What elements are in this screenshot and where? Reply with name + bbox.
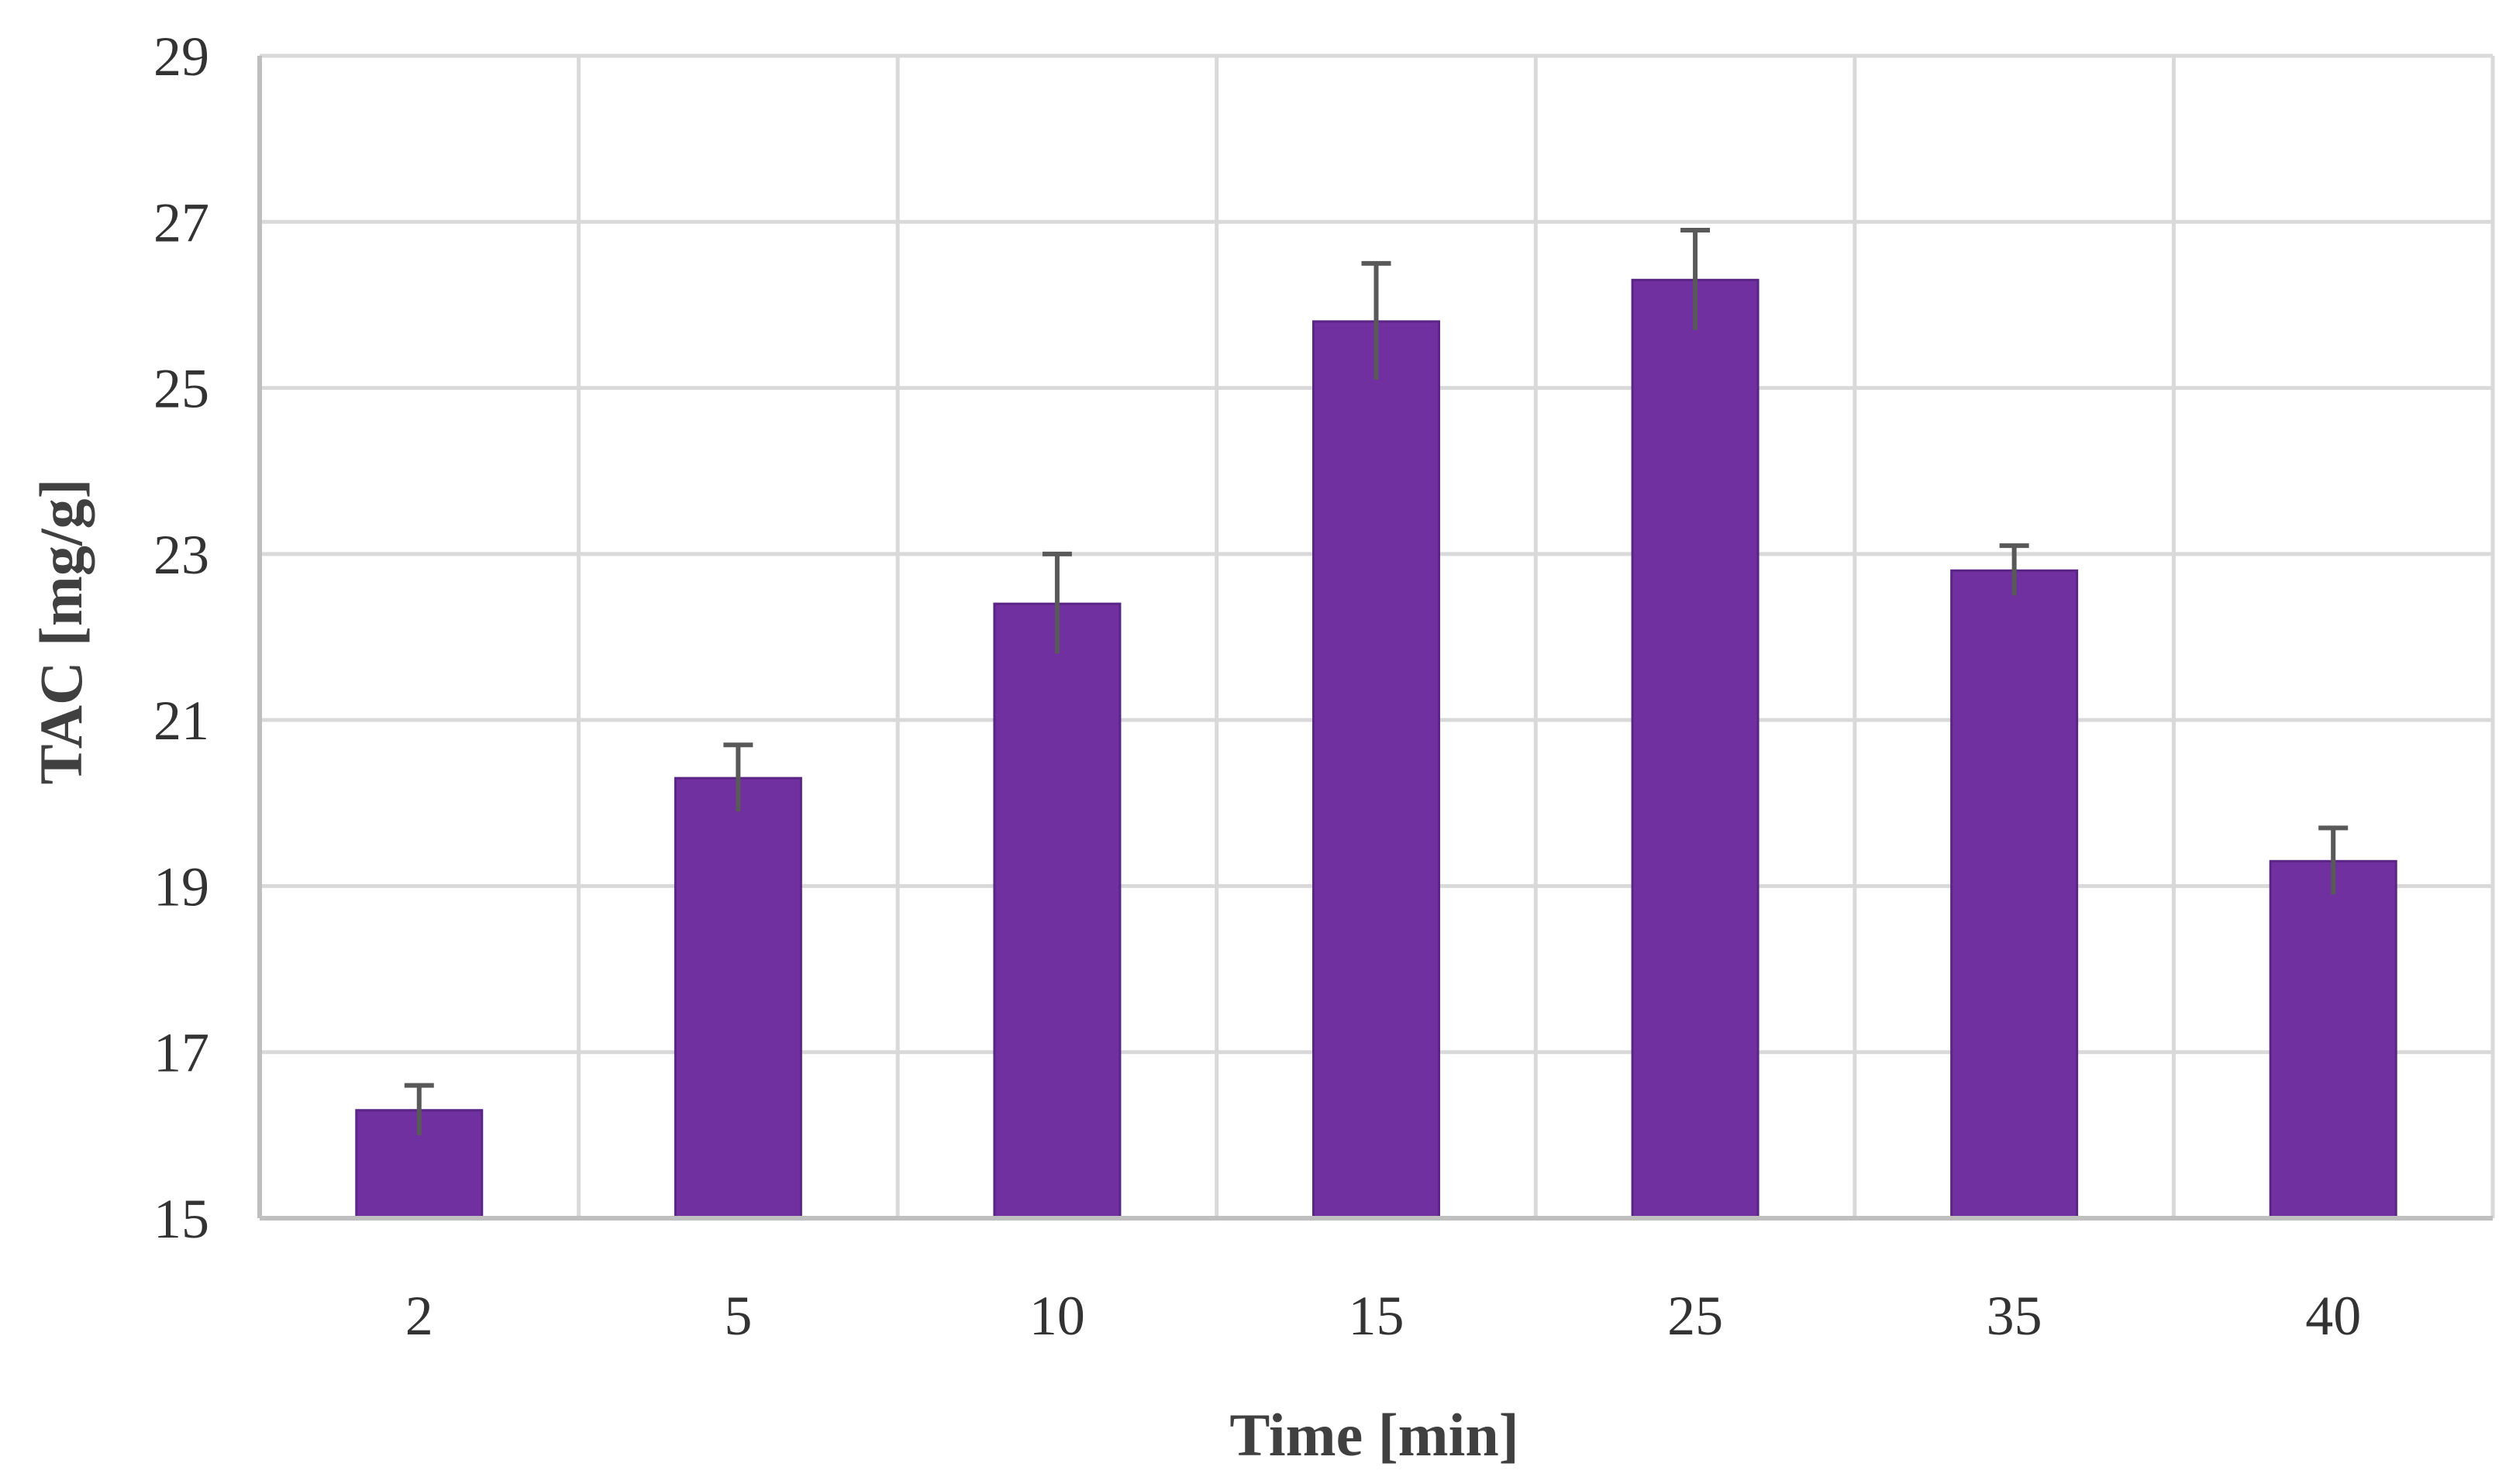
error-bar-40 <box>2318 825 2349 895</box>
bar-25 <box>1631 278 1759 1220</box>
bar-40 <box>2269 859 2397 1220</box>
y-tick-label: 25 <box>153 358 209 420</box>
bar-10 <box>993 602 1122 1220</box>
error-bar-25 <box>1680 228 1711 330</box>
x-tick-label: 2 <box>405 1285 433 1347</box>
error-bar-15 <box>1361 260 1391 380</box>
x-tick-label: 10 <box>1029 1285 1085 1347</box>
bar-35 <box>1950 569 2079 1220</box>
x-axis-title: Time [min] <box>1229 1401 1518 1469</box>
y-tick-label: 23 <box>153 524 209 586</box>
bars-layer <box>355 278 2397 1220</box>
bar-15 <box>1312 320 1440 1220</box>
x-tick-label: 35 <box>1987 1285 2042 1347</box>
y-axis-title: TAC [mg/g] <box>27 479 95 785</box>
bar-5 <box>674 776 802 1220</box>
y-tick-label: 15 <box>153 1188 209 1250</box>
error-bar-35 <box>1999 543 2029 596</box>
x-tick-label: 15 <box>1349 1285 1404 1347</box>
y-tick-label: 21 <box>153 690 209 752</box>
axes-layer <box>257 56 2493 1221</box>
error-bar-5 <box>723 742 753 811</box>
y-tick-label: 17 <box>153 1022 209 1084</box>
x-tick-label: 25 <box>1667 1285 1723 1347</box>
y-tick-label: 19 <box>153 856 209 918</box>
y-tick-label: 29 <box>153 26 209 88</box>
x-tick-label: 5 <box>724 1285 752 1347</box>
error-bar-2 <box>404 1083 434 1135</box>
y-tick-label: 27 <box>153 191 209 253</box>
error-bar-10 <box>1042 551 1072 654</box>
error-bars-layer <box>404 228 2349 1135</box>
x-tick-label: 40 <box>2305 1285 2361 1347</box>
